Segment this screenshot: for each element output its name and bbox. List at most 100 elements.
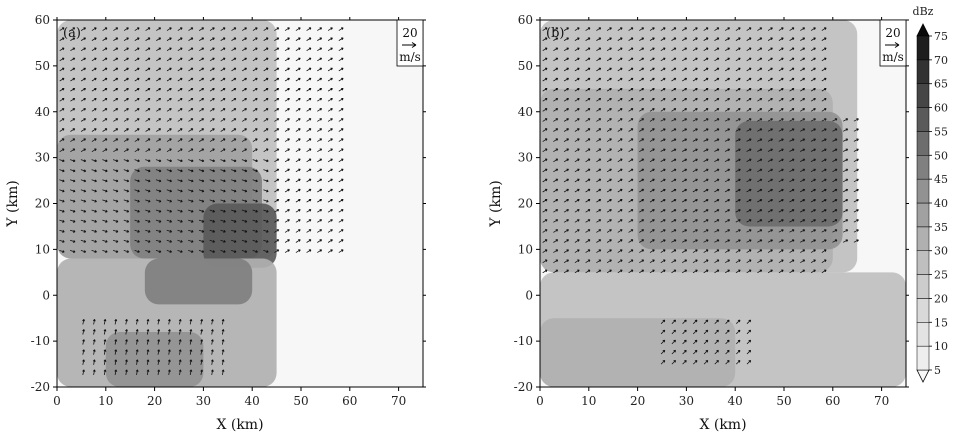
wind-vector: [767, 259, 773, 264]
wind-vector: [542, 148, 548, 153]
wind-vector: [317, 77, 323, 82]
wind-vector: [724, 219, 731, 223]
wind-vector: [617, 27, 623, 31]
wind-vector: [167, 329, 171, 335]
wind-vector: [295, 98, 301, 102]
wind-vector: [606, 88, 612, 92]
wind-vector: [821, 219, 827, 223]
wind-vector: [778, 148, 784, 152]
wind-vector: [145, 169, 151, 173]
wind-vector: [596, 199, 602, 203]
wind-vector: [123, 239, 130, 243]
wind-vector: [70, 118, 76, 122]
wind-vector: [649, 249, 655, 253]
wind-vector: [585, 178, 591, 183]
wind-vector: [853, 239, 859, 243]
wind-vector: [596, 138, 602, 142]
wind-vector: [746, 47, 752, 52]
wind-vector: [789, 148, 795, 152]
wind-vector: [221, 359, 225, 365]
wind-vector: [198, 98, 205, 102]
wind-vector: [327, 249, 333, 253]
wind-vector: [606, 67, 612, 72]
wind-vector: [671, 47, 677, 52]
wind-vector: [59, 239, 65, 243]
wind-vector: [102, 229, 108, 233]
echo-region-3: [203, 203, 277, 268]
wind-vector: [295, 67, 301, 72]
wind-vector: [832, 158, 838, 162]
wind-vector: [125, 339, 128, 345]
wind-vector: [639, 27, 645, 31]
wind-vector: [113, 67, 119, 72]
wind-vector: [563, 229, 569, 233]
wind-vector: [682, 148, 688, 152]
wind-vector: [821, 269, 827, 274]
wind-vector: [757, 178, 763, 183]
wind-vector: [177, 159, 183, 163]
wind-vector: [113, 88, 119, 92]
wind-vector: [327, 158, 333, 163]
wind-vector: [703, 209, 709, 213]
wind-vector: [671, 158, 677, 162]
wind-vector: [757, 239, 763, 243]
wind-vector: [123, 77, 129, 82]
wind-vector: [209, 199, 216, 203]
wind-vector: [596, 47, 602, 52]
wind-vector: [703, 27, 709, 31]
wind-vector: [123, 148, 129, 153]
wind-vector: [649, 259, 655, 264]
wind-vector: [617, 77, 623, 82]
wind-vector: [274, 239, 280, 243]
wind-vector: [284, 199, 290, 203]
wind-vector: [789, 47, 795, 52]
wind-vector: [810, 188, 816, 193]
wind-vector: [724, 118, 731, 122]
wind-vector: [563, 158, 569, 163]
wind-vector: [542, 269, 548, 274]
wind-vector: [746, 67, 752, 72]
wind-vector: [660, 118, 666, 122]
wind-vector: [327, 229, 333, 233]
wind-vector: [789, 98, 795, 102]
wind-vector: [553, 77, 559, 82]
wind-vector: [671, 360, 676, 365]
wind-vector: [639, 209, 645, 213]
wind-vector: [91, 27, 97, 31]
wind-vector: [69, 189, 76, 193]
wind-vector: [585, 158, 591, 163]
wind-vector: [596, 178, 602, 183]
wind-vector: [274, 67, 280, 72]
wind-vector: [166, 128, 172, 132]
wind-vector: [681, 37, 688, 41]
wind-vector: [102, 37, 108, 41]
wind-vector: [80, 199, 87, 203]
wind-vector: [853, 128, 859, 132]
wind-vector: [123, 189, 130, 193]
wind-vector: [660, 138, 666, 142]
wind-vector: [767, 168, 773, 173]
wind-vector: [220, 118, 226, 122]
wind-vector: [177, 77, 183, 82]
wind-vector: [166, 88, 172, 92]
wind-vector: [82, 329, 85, 335]
wind-vector: [209, 37, 215, 41]
wind-vector: [746, 199, 752, 203]
wind-vector: [306, 138, 312, 142]
wind-vector: [778, 158, 784, 162]
wind-vector: [746, 349, 752, 355]
wind-vector: [252, 148, 258, 153]
wind-vector: [102, 169, 108, 173]
wind-vector: [327, 178, 333, 183]
wind-vector: [252, 199, 258, 203]
wind-vector: [789, 128, 795, 132]
wind-vector: [123, 159, 130, 163]
wind-vector: [596, 37, 602, 41]
wind-vector: [746, 57, 752, 62]
wind-vector: [736, 339, 741, 345]
wind-vector: [166, 159, 173, 163]
wind-vector: [628, 57, 634, 62]
wind-vector: [198, 250, 205, 253]
wind-vector: [563, 259, 569, 264]
wind-vector: [284, 118, 290, 122]
